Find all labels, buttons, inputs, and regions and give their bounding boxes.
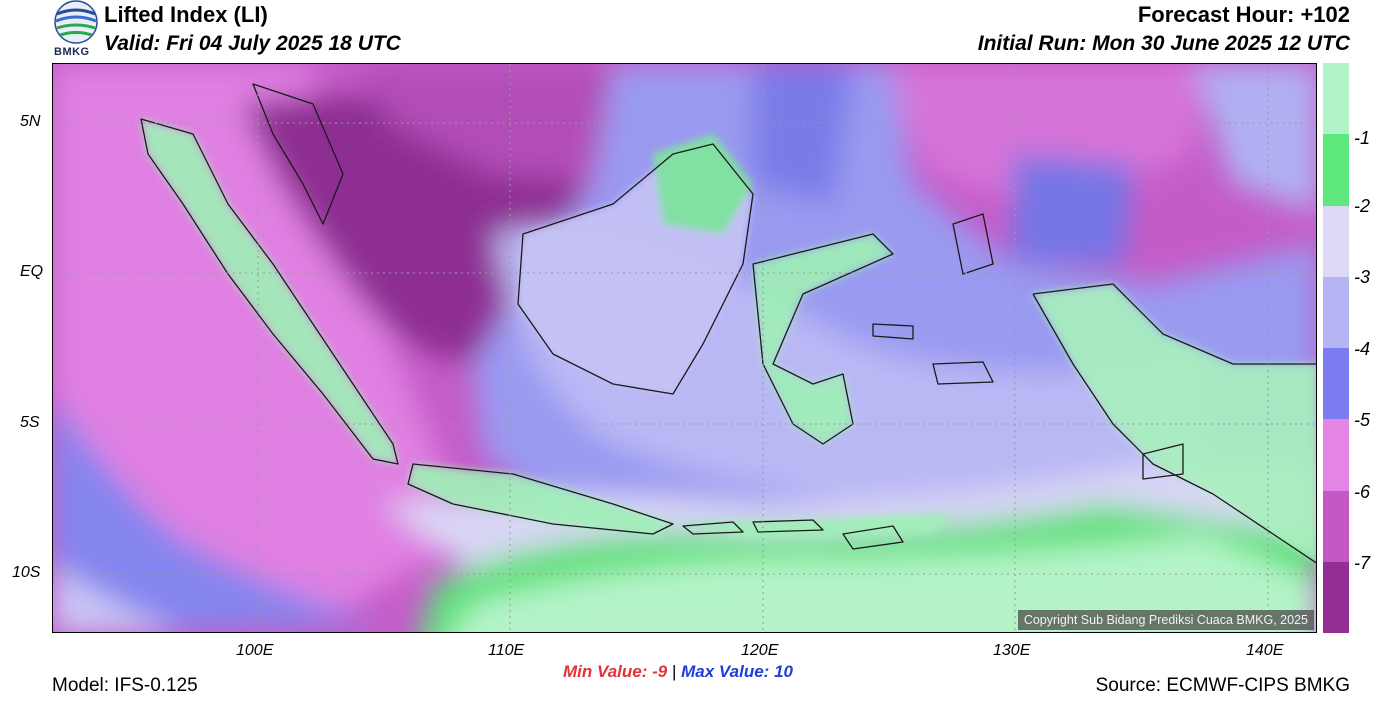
colorbar-block [1323, 419, 1349, 491]
copyright-notice: Copyright Sub Bidang Prediksi Cuaca BMKG… [1017, 610, 1314, 630]
min-max-values: Min Value: -9 | Max Value: 10 [563, 662, 793, 682]
max-value: 10 [774, 662, 793, 681]
logo-text: BMKG [54, 46, 90, 58]
valid-time: Valid: Fri 04 July 2025 18 UTC [104, 32, 401, 55]
colorbar-label: -4 [1354, 339, 1371, 359]
initial-run: Initial Run: Mon 30 June 2025 12 UTC [977, 32, 1350, 55]
colorbar-block [1323, 348, 1349, 420]
colorbar-block [1323, 134, 1349, 206]
lon-tick-130e: 130E [993, 642, 1031, 659]
colorbar-block [1323, 490, 1349, 562]
colorbar-label: -1 [1354, 128, 1371, 148]
colorbar-label: -2 [1354, 196, 1371, 216]
bmkg-logo-icon [54, 0, 98, 44]
lifted-index-map [53, 64, 1316, 632]
forecast-hour: Forecast Hour: +102 [1137, 2, 1350, 27]
colorbar-block [1323, 205, 1349, 277]
colorbar-block [1323, 276, 1349, 348]
max-value-label: Max Value: [681, 662, 770, 681]
min-value: -9 [652, 662, 668, 681]
lat-tick-5s: 5S [20, 414, 40, 431]
colorbar-label: -3 [1354, 267, 1371, 287]
map-panel[interactable]: Copyright Sub Bidang Prediksi Cuaca BMKG… [52, 63, 1317, 633]
model-info: Model: IFS-0.125 [52, 675, 198, 696]
source-info: Source: ECMWF-CIPS BMKG [1095, 675, 1350, 696]
lat-tick-eq: EQ [20, 263, 44, 280]
colorbar-block [1323, 561, 1349, 633]
colorbar-label: -7 [1354, 553, 1371, 573]
lat-tick-10s: 10S [12, 564, 41, 581]
page-title: Lifted Index (LI) [104, 2, 268, 27]
lon-tick-110e: 110E [488, 642, 525, 659]
bmkg-logo: BMKG [52, 0, 100, 62]
colorbar-label: -6 [1354, 482, 1371, 502]
lat-tick-5n: 5N [20, 113, 41, 130]
colorbar-blocks [1323, 63, 1349, 633]
colorbar-block [1323, 63, 1349, 135]
lon-tick-100e: 100E [236, 642, 274, 659]
colorbar [1323, 63, 1349, 633]
lon-tick-120e: 120E [741, 642, 779, 659]
min-max-separator: | [671, 662, 677, 681]
min-value-label: Min Value: [563, 662, 648, 681]
lon-tick-140e: 140E [1246, 642, 1284, 659]
colorbar-label: -5 [1354, 410, 1371, 430]
